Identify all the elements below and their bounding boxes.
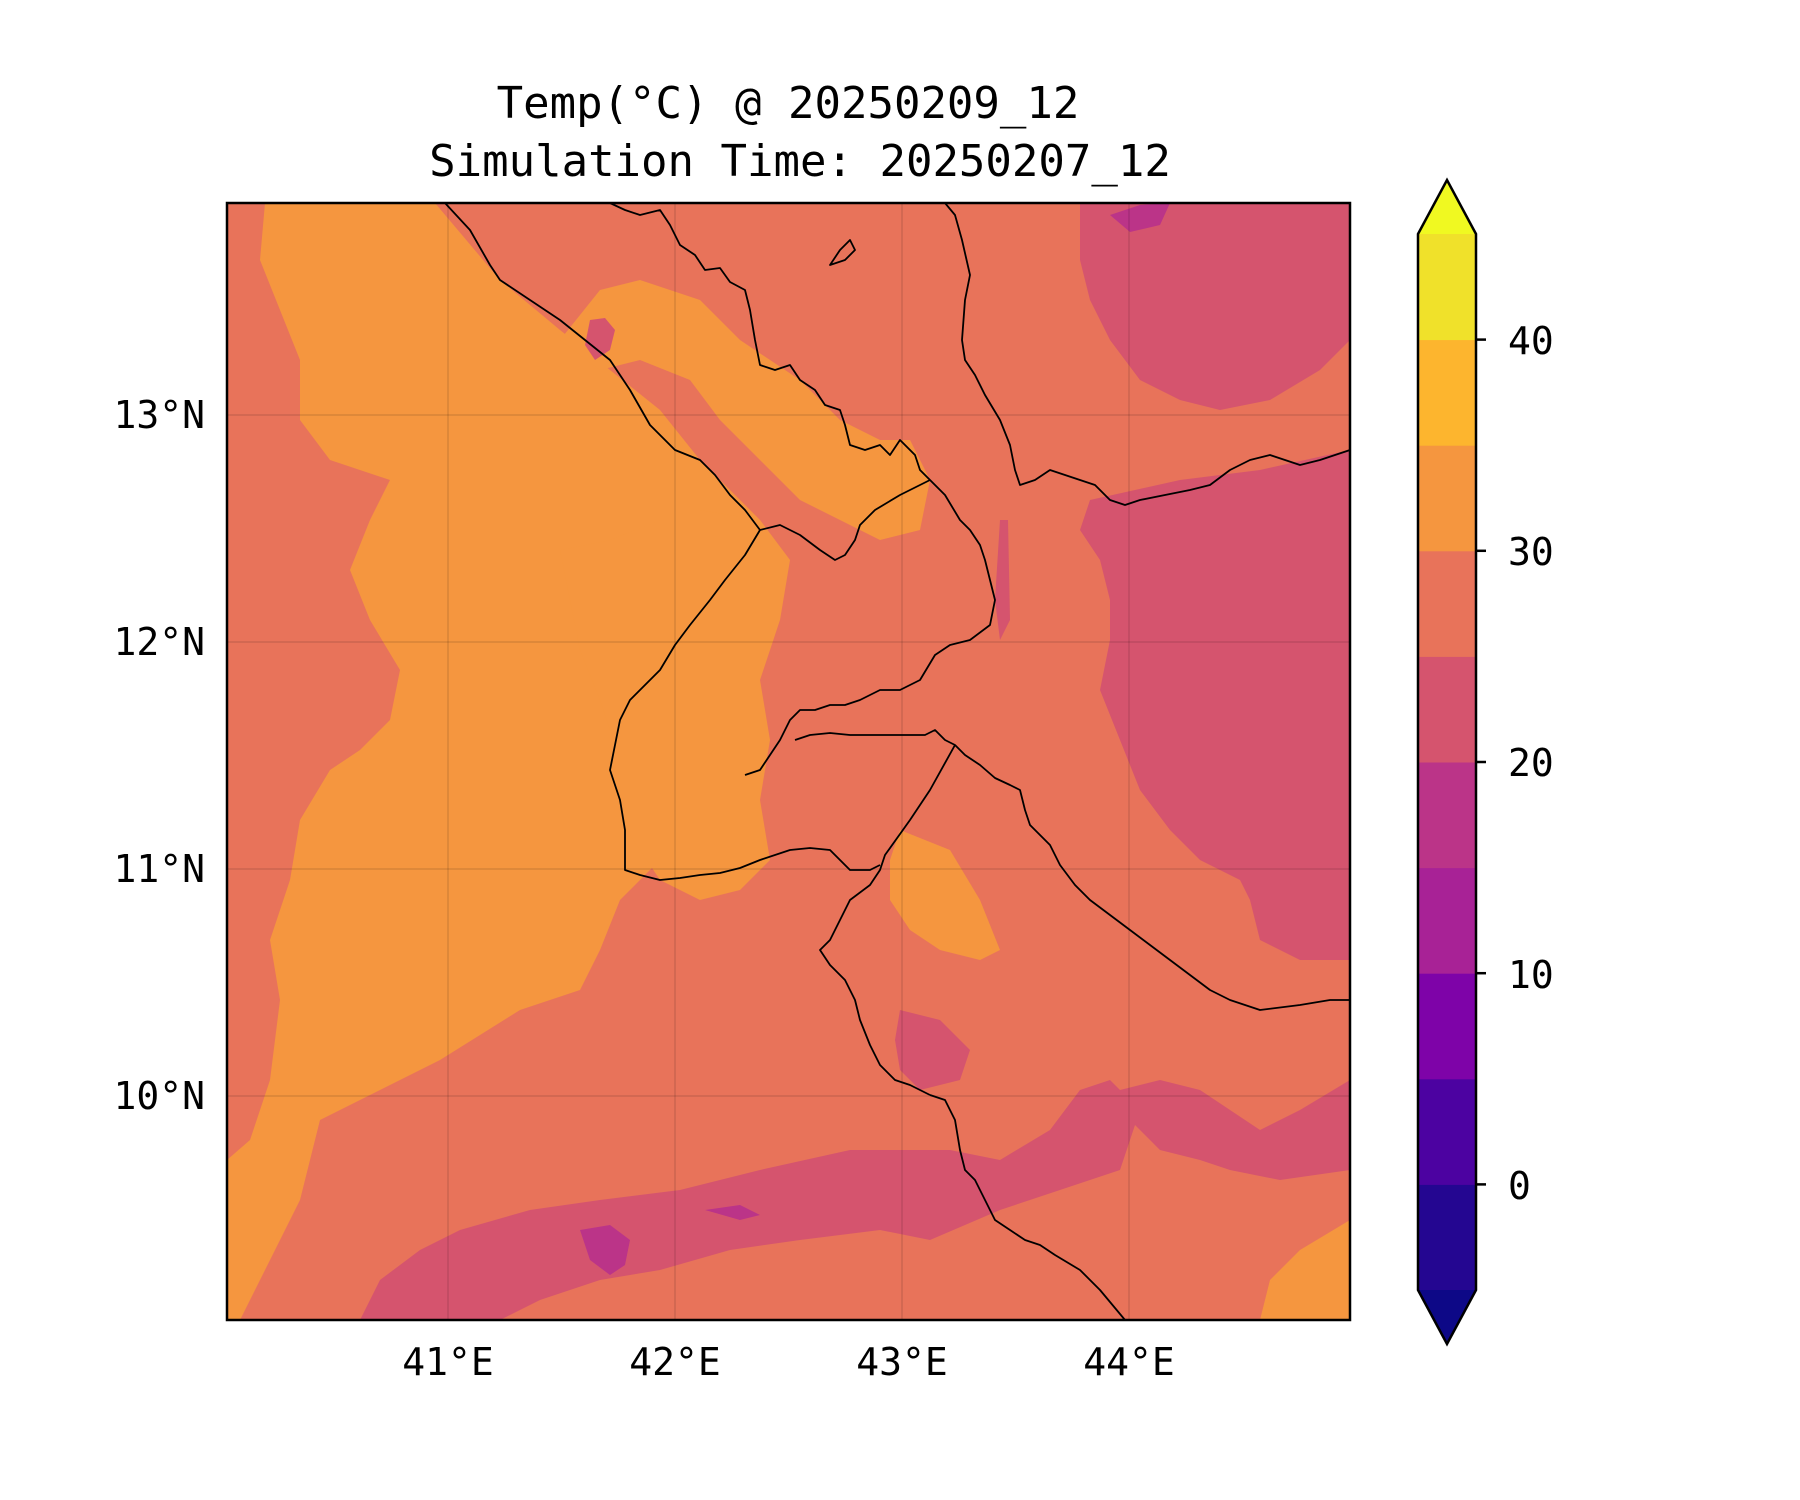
colorbar-segment bbox=[1418, 234, 1476, 341]
lat-tick-10: 10°N bbox=[113, 1074, 205, 1118]
temperature-map bbox=[227, 203, 1350, 1320]
coastline-gulf-of-tadjoura bbox=[794, 729, 1350, 1011]
temp-band-15-20-patch2 bbox=[580, 1225, 630, 1275]
colorbar-tick-0: 0 bbox=[1508, 1164, 1531, 1208]
map-gridlines bbox=[227, 203, 1350, 1320]
border-ethiopia-djibouti bbox=[609, 529, 881, 881]
colorbar-segment bbox=[1418, 339, 1476, 446]
border-eritrea-ethiopia bbox=[444, 203, 761, 531]
colorbar-outline bbox=[1416, 177, 1478, 1347]
coastline-arabia bbox=[944, 203, 1350, 506]
lon-tick-44: 44°E bbox=[1083, 1340, 1175, 1384]
temp-band-20-25-ne bbox=[1080, 203, 1350, 410]
colorbar-segment bbox=[1418, 656, 1476, 763]
lon-tick-42: 42°E bbox=[629, 1340, 721, 1384]
colorbar-segment bbox=[1418, 1078, 1476, 1185]
temp-band-15-20-patch3 bbox=[705, 1205, 760, 1220]
colorbar-segment bbox=[1418, 762, 1476, 869]
colorbar-tick-40: 40 bbox=[1508, 319, 1554, 363]
colorbar-segment bbox=[1418, 550, 1476, 657]
lon-tick-43: 43°E bbox=[856, 1340, 948, 1384]
coastline-island bbox=[829, 239, 856, 266]
border-ethiopia-somalia bbox=[929, 1094, 1126, 1320]
coastline-red-sea-west bbox=[609, 203, 996, 776]
colorbar-tick-10: 10 bbox=[1508, 953, 1554, 997]
colorbar-tick-30: 30 bbox=[1508, 530, 1554, 574]
temp-band-20-25-south bbox=[360, 1080, 1140, 1320]
border-djibouti-somalia bbox=[819, 744, 956, 1096]
map-title-line1: Temp(°C) @ 20250209_12 bbox=[497, 78, 1080, 129]
lat-tick-13: 13°N bbox=[113, 393, 205, 437]
temp-band-20-25-se bbox=[1120, 1080, 1350, 1180]
temp-band-20-25-strip bbox=[995, 520, 1010, 640]
temp-band-30-35-north bbox=[560, 280, 930, 540]
lat-tick-11: 11°N bbox=[113, 847, 205, 891]
map-title-line2: Simulation Time: 20250207_12 bbox=[429, 136, 1171, 187]
colorbar-segment bbox=[1418, 1184, 1476, 1291]
colorbar-tick-20: 20 bbox=[1508, 741, 1554, 785]
temp-band-30-35-center bbox=[560, 510, 790, 900]
temp-band-20-25-mid bbox=[895, 1010, 970, 1090]
colorbar bbox=[1416, 177, 1486, 1347]
lat-tick-12: 12°N bbox=[113, 620, 205, 664]
temp-band-30-35-east bbox=[890, 830, 1000, 960]
map-frame bbox=[225, 201, 1352, 1322]
temp-band-20-25-east bbox=[1080, 450, 1350, 960]
lon-tick-41: 41°E bbox=[402, 1340, 494, 1384]
colorbar-segment bbox=[1418, 445, 1476, 552]
temp-band-30-35-west bbox=[227, 203, 780, 1320]
colorbar-segment bbox=[1418, 867, 1476, 974]
border-eritrea-djibouti bbox=[759, 479, 931, 561]
colorbar-segment bbox=[1418, 973, 1476, 1080]
colorbar-extend-min bbox=[1418, 1290, 1476, 1344]
coastlines-and-borders bbox=[444, 203, 1350, 1320]
temp-band-30-35-corner bbox=[1260, 1220, 1350, 1320]
temp-band-20-25-n1 bbox=[585, 318, 615, 360]
temp-band-15-20-patch1 bbox=[1110, 203, 1170, 232]
colorbar-extend-max bbox=[1418, 180, 1476, 234]
